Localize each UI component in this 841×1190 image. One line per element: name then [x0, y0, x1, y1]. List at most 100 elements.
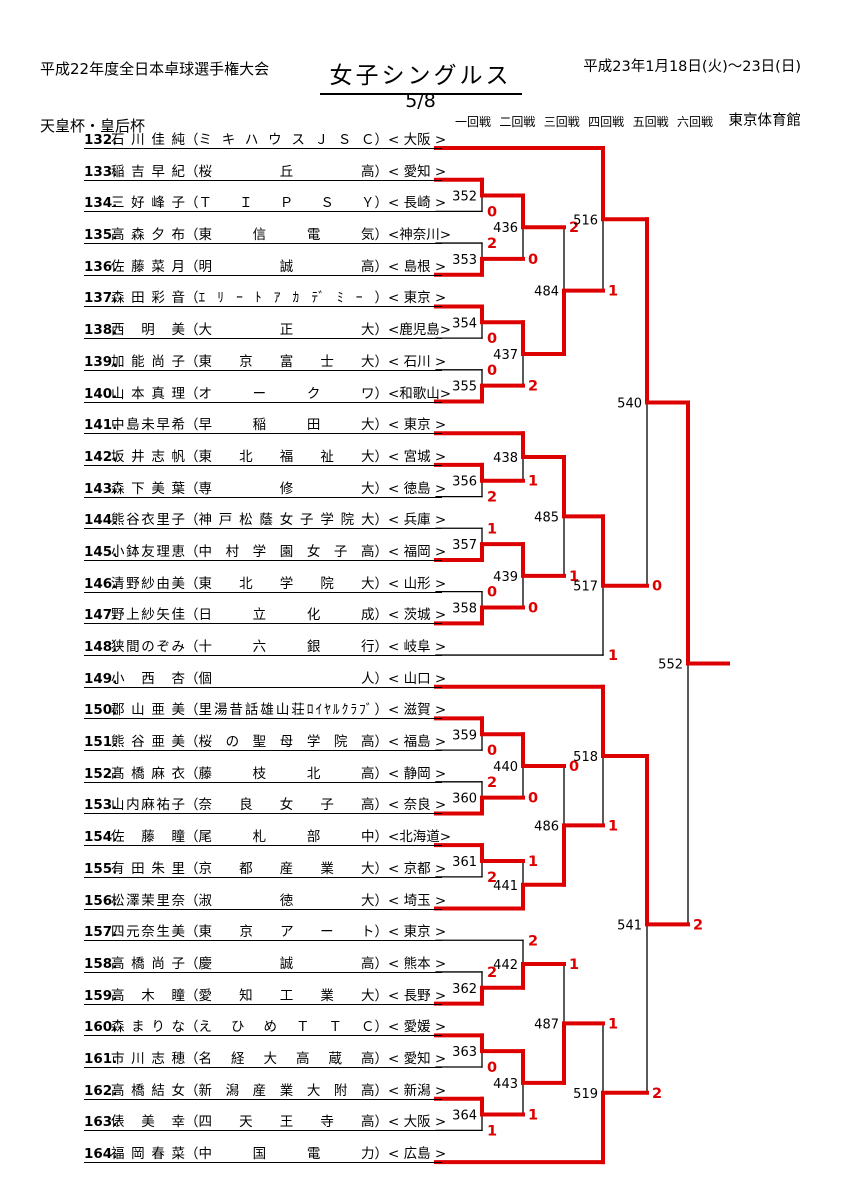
paren-close: ） [374, 734, 389, 751]
player-seed: 134. [84, 195, 118, 212]
player-club: 大正大 [198, 322, 375, 339]
winner-path-518 [601, 684, 649, 759]
player-prefecture: < 熊本 > [388, 955, 447, 972]
player-club: 愛知工業大 [198, 987, 375, 1004]
loser-games-355: 0 [487, 363, 497, 379]
round-label-6: 六回戦 [676, 115, 713, 129]
paren-open: （ [185, 227, 199, 244]
player-prefecture: < 徳島 > [388, 480, 447, 497]
player-club: 個人 [198, 670, 375, 687]
paren-close: ） [374, 1051, 389, 1067]
player-row: 163. 俵美幸（四天王寺高） < 大阪 > [84, 1112, 446, 1132]
player-name: 有田朱里 [111, 860, 185, 877]
player-prefecture: < 静岡 > [388, 765, 447, 782]
winner-path-358 [480, 605, 525, 626]
paren-open: （ [185, 924, 199, 941]
player-club: 名経大高蔵高 [198, 1051, 375, 1067]
loser-games-361: 2 [487, 870, 497, 886]
player-club: 新潟産業大附高 [198, 1082, 375, 1099]
paren-open: （ [185, 195, 199, 212]
player-name: 西明美 [111, 322, 185, 339]
match-number-362: 362 [452, 982, 477, 997]
paren-close: ） [374, 132, 389, 148]
player-club: 中国電力 [198, 1146, 375, 1163]
paren-close: ） [374, 575, 389, 592]
player-name: 高橋尚子 [111, 955, 185, 972]
winner-path-355 [480, 383, 525, 404]
player-row: 159. 高木瞳（愛知工業大） < 長野 > [84, 986, 446, 1005]
paren-open: （ [185, 639, 199, 656]
loser-games-354: 0 [487, 331, 497, 347]
loser-games-552: 2 [693, 917, 703, 933]
player-club: ミキハウスＪＳＣ [198, 132, 375, 148]
player-row: 136. 佐藤菜月（明誠高） < 島根 > [84, 257, 446, 276]
player-name: 市川志穂 [111, 1051, 185, 1067]
player-prefecture: < 長野 > [388, 987, 447, 1004]
paren-close: ） [374, 1019, 389, 1036]
player-prefecture: < 福島 > [388, 734, 447, 751]
paren-close: ） [374, 797, 389, 814]
match-number-352: 352 [452, 190, 477, 205]
player-club: 尾札部中 [198, 829, 375, 846]
match-number-436: 436 [493, 221, 518, 236]
loser-games-439: 0 [528, 601, 538, 617]
paren-open: （ [185, 765, 199, 782]
player-seed: 141. [84, 417, 118, 434]
paren-close: ） [374, 163, 389, 180]
match-number-442: 442 [493, 958, 518, 973]
player-row: 154. 佐藤瞳（尾札部中） <北海道> [84, 827, 451, 847]
player-seed: 164. [84, 1146, 118, 1163]
winner-path-357 [480, 542, 525, 562]
player-name: 石川佳純 [111, 132, 185, 148]
player-prefecture: < 京都 > [388, 860, 447, 877]
player-name: 狭間のぞみ [111, 639, 185, 656]
player-club: 桜の聖母学院高 [198, 734, 375, 751]
player-seed: 144. [84, 512, 118, 529]
paren-close: ） [374, 195, 389, 212]
paren-close: ） [374, 702, 389, 719]
round-label-2: 二回戦 [499, 115, 536, 129]
player-club: 四天王寺高 [198, 1114, 375, 1131]
player-club: 日立化成 [198, 607, 375, 624]
paren-open: （ [185, 1146, 199, 1163]
player-name: 清野紗由美 [111, 575, 185, 592]
player-seed: 150. [84, 702, 118, 719]
player-name: 三好峰子 [111, 195, 185, 212]
paren-open: （ [185, 1051, 199, 1067]
player-prefecture: < 愛知 > [388, 163, 447, 180]
player-name: 森まりな [111, 1019, 185, 1036]
paren-open: （ [185, 353, 199, 370]
paren-open: （ [185, 290, 199, 307]
loser-games-442: 2 [528, 933, 538, 949]
player-prefecture: <鹿児島> [388, 322, 452, 339]
match-number-541: 541 [617, 918, 642, 933]
winner-path-438 [521, 431, 566, 459]
match-number-358: 358 [452, 602, 477, 617]
paren-close: ） [374, 829, 389, 846]
winner-path-364 [480, 1096, 525, 1117]
paren-close: ） [374, 955, 389, 972]
match-number-355: 355 [452, 380, 477, 395]
match-number-356: 356 [452, 475, 477, 490]
winner-path-354 [480, 304, 525, 325]
paren-open: （ [185, 385, 199, 402]
loser-games-516: 1 [608, 284, 618, 300]
winner-path-516 [601, 146, 649, 222]
match-number-353: 353 [452, 253, 477, 268]
paren-close: ） [374, 353, 389, 370]
player-club: 東京アート [198, 924, 375, 941]
paren-close: ） [374, 892, 389, 909]
player-seed: 136. [84, 258, 118, 275]
player-name: 森下美葉 [111, 480, 185, 497]
player-club: オークワ [198, 385, 375, 402]
player-prefecture: < 兵庫 > [388, 512, 447, 529]
paren-open: （ [185, 1082, 199, 1099]
title-wrap: 女子シングルス [0, 56, 841, 95]
paren-open: （ [185, 132, 199, 148]
player-prefecture: < 福岡 > [388, 543, 447, 560]
player-club: 東信電気 [198, 227, 375, 244]
winner-path-356 [480, 462, 525, 483]
player-seed: 140. [84, 385, 118, 402]
